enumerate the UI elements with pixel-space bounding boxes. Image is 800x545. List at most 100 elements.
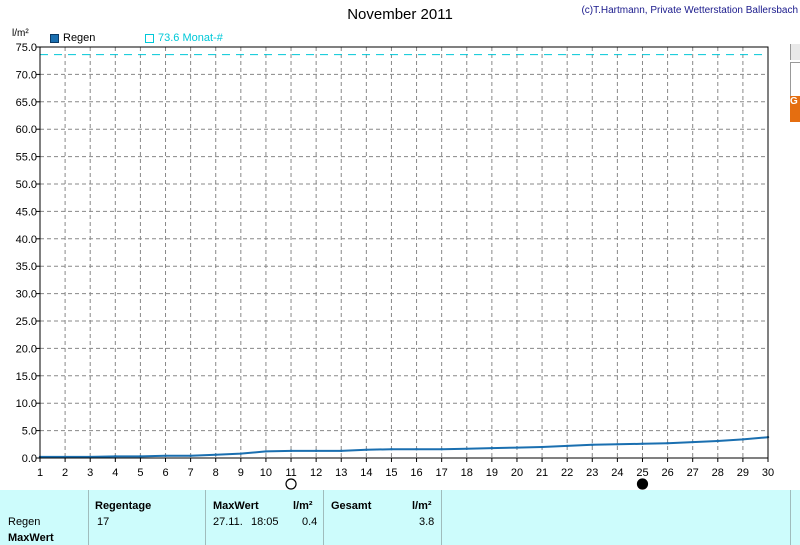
x-tick-label: 4 <box>112 467 118 479</box>
x-tick-label: 18 <box>461 467 473 479</box>
side-panel-tab-label: G <box>790 96 798 107</box>
x-tick-label: 27 <box>687 467 699 479</box>
rain-data-point <box>490 446 494 450</box>
gesamt-value: 3.8 <box>419 516 435 528</box>
rain-data-point <box>565 444 569 448</box>
y-tick-label: 50.0 <box>16 179 37 191</box>
rain-data-point <box>415 448 418 451</box>
x-tick-label: 15 <box>385 467 397 479</box>
x-tick-label: 21 <box>536 467 548 479</box>
full-moon-icon <box>285 478 297 490</box>
x-axis-ticks: 1 2 3 4 5 6 7 8 9 10 11 12 13 14 15 16 17 18 19 20 21 22 23 24 2… <box>37 458 774 479</box>
regentage-header: Regentage <box>95 500 152 512</box>
rain-series-line <box>40 436 769 458</box>
moon-phase-markers <box>285 478 649 490</box>
rain-data-point <box>716 439 719 443</box>
y-tick-label: 20.0 <box>16 343 37 355</box>
x-tick-label: 28 <box>712 467 724 479</box>
rain-data-point <box>289 449 293 453</box>
rain-data-point <box>239 452 243 455</box>
rain-data-point <box>114 455 117 458</box>
rain-data-point <box>616 443 619 446</box>
y-tick-label: 15.0 <box>16 371 37 383</box>
y-tick-label: 60.0 <box>16 124 37 136</box>
rain-chart: 0.0 5.0 10.0 15.0 20.0 25.0 30.0 35.0 40.0 45.0 50… <box>16 42 774 490</box>
x-tick-label: 8 <box>213 467 219 479</box>
x-tick-label: 20 <box>511 467 523 479</box>
x-tick-label: 30 <box>762 467 774 479</box>
rain-data-point <box>314 449 318 453</box>
x-tick-label: 14 <box>360 467 372 479</box>
chart-title: November 2011 <box>347 6 453 23</box>
rain-data-point <box>641 442 644 445</box>
rain-data-point <box>264 450 268 453</box>
y-tick-label: 40.0 <box>16 234 37 246</box>
summary-table: Regen MaxWert Regentage 17 MaxWert l/m² … <box>0 490 800 545</box>
row-label-regen: Regen <box>8 516 41 528</box>
y-tick-label: 75.0 <box>16 42 37 54</box>
row-label-maxwert: MaxWert <box>8 532 54 544</box>
maxwert-date: 27.11. <box>213 516 243 528</box>
x-tick-label: 11 <box>285 467 296 479</box>
x-tick-label: 12 <box>310 467 322 479</box>
chart-grid <box>40 47 768 458</box>
y-tick-label: 45.0 <box>16 206 37 218</box>
maxwert-header: MaxWert <box>213 500 259 512</box>
y-tick-label: 5.0 <box>22 426 37 438</box>
legend-regen-swatch <box>50 33 59 43</box>
empty-column <box>441 490 791 545</box>
x-tick-label: 7 <box>188 467 194 479</box>
gesamt-header: Gesamt <box>331 500 372 512</box>
side-panel-handle[interactable] <box>790 44 800 60</box>
rain-data-point <box>540 445 544 449</box>
y-tick-label: 10.0 <box>16 398 37 410</box>
x-tick-label: 5 <box>137 467 143 479</box>
y-tick-label: 55.0 <box>16 152 37 164</box>
y-tick-label: 35.0 <box>16 261 37 273</box>
plot-frame <box>39 46 769 459</box>
x-tick-label: 2 <box>62 467 68 479</box>
x-tick-label: 6 <box>162 467 168 479</box>
legend-regen-label: Regen <box>63 32 96 44</box>
rain-data-point <box>465 447 468 450</box>
x-tick-label: 13 <box>335 467 347 479</box>
x-tick-label: 17 <box>436 467 448 479</box>
maxwert-column: MaxWert l/m² 27.11. 18:05 0.4 <box>205 490 323 545</box>
x-tick-label: 22 <box>561 467 573 479</box>
x-tick-label: 29 <box>737 467 749 479</box>
y-axis-ticks: 0.0 5.0 10.0 15.0 20.0 25.0 30.0 35.0 40.0 45.0 50… <box>16 42 40 465</box>
x-tick-label: 24 <box>611 467 623 479</box>
y-tick-label: 70.0 <box>16 69 37 81</box>
y-axis-label: l/m² <box>12 28 29 39</box>
rain-series <box>38 435 770 459</box>
rain-data-point <box>741 438 745 441</box>
copyright-text: (c)T.Hartmann, Private Wetterstation Bal… <box>581 5 798 16</box>
gesamt-column: Gesamt l/m² 3.8 <box>323 490 441 545</box>
side-panel: G <box>790 44 800 489</box>
rain-data-point <box>340 449 343 453</box>
y-tick-label: 25.0 <box>16 316 37 328</box>
x-tick-label: 19 <box>486 467 498 479</box>
rain-data-point <box>440 448 443 451</box>
y-tick-label: 65.0 <box>16 97 37 109</box>
x-tick-label: 10 <box>260 467 272 479</box>
legend-average-label: 73.6 Monat-# <box>158 32 223 44</box>
legend-monthly-average: 73.6 Monat-# <box>145 32 223 44</box>
side-panel-tab[interactable]: G <box>790 96 800 122</box>
x-tick-label: 9 <box>238 467 244 479</box>
rain-data-point <box>365 448 368 451</box>
x-tick-label: 25 <box>636 467 648 479</box>
chart-axes <box>39 46 769 459</box>
rain-data-point <box>591 443 594 447</box>
regentage-value: 17 <box>97 516 110 528</box>
x-tick-label: 3 <box>87 467 93 479</box>
rain-data-point <box>390 448 393 451</box>
y-tick-label: 30.0 <box>16 289 37 301</box>
rain-data-point <box>214 453 217 456</box>
rain-data-point <box>139 455 142 458</box>
x-tick-label: 16 <box>410 467 422 479</box>
rain-data-point <box>189 454 192 458</box>
rain-data-point <box>515 446 519 449</box>
y-tick-label: 0.0 <box>22 453 37 465</box>
x-tick-label: 23 <box>586 467 598 479</box>
